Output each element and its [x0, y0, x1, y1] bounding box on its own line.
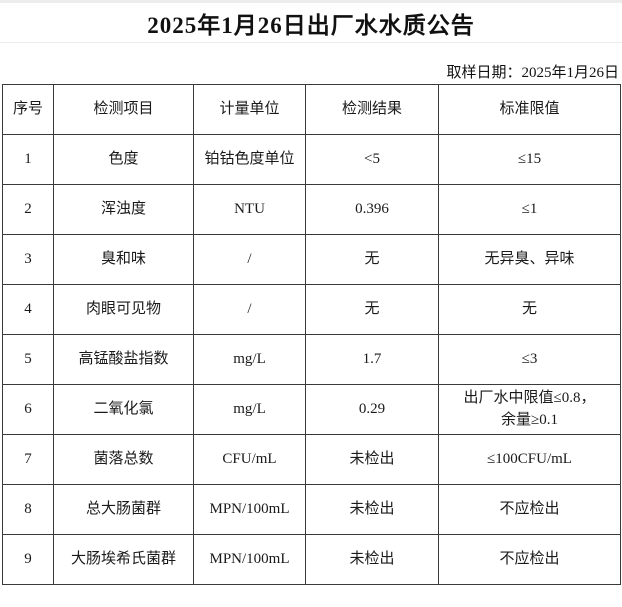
result-cell: 未检出 [305, 534, 439, 585]
column-header: 检测结果 [305, 84, 439, 135]
row-number-cell: 2 [2, 184, 54, 235]
table-header-row: 序号 检测项目 计量单位 检测结果 标准限值 [2, 84, 621, 135]
row-number-cell: 9 [2, 534, 54, 585]
table-row: 6 二氧化氯 mg/L 0.29 出厂水中限值≤0.8， 余量≥0.1 [2, 384, 621, 435]
unit-cell: mg/L [193, 334, 306, 385]
column-header: 计量单位 [193, 84, 306, 135]
table-row: 5 高锰酸盐指数 mg/L 1.7 ≤3 [2, 334, 621, 385]
table-row: 4 肉眼可见物 / 无无 [2, 284, 621, 335]
row-number-cell: 6 [2, 384, 54, 435]
unit-cell: 铂钴色度单位 [193, 134, 306, 185]
table-row: 3 臭和味 / 无无异臭、异味 [2, 234, 621, 285]
result-cell: 未检出 [305, 484, 439, 535]
unit-cell: / [193, 234, 306, 285]
column-header: 序号 [2, 84, 54, 135]
result-cell: 无 [305, 234, 439, 285]
limit-cell: ≤100CFU/mL [438, 434, 621, 485]
table-row: 7 菌落总数 CFU/mL 未检出 ≤100CFU/mL [2, 434, 621, 485]
limit-cell: 不应检出 [438, 534, 621, 585]
table-row: 8 总大肠菌群 MPN/100mL 未检出 不应检出 [2, 484, 621, 535]
row-number-cell: 5 [2, 334, 54, 385]
limit-cell: ≤3 [438, 334, 621, 385]
item-cell: 肉眼可见物 [53, 284, 194, 335]
result-cell: <5 [305, 134, 439, 185]
item-cell: 二氧化氯 [53, 384, 194, 435]
limit-cell: 无异臭、异味 [438, 234, 621, 285]
item-cell: 浑浊度 [53, 184, 194, 235]
unit-cell: mg/L [193, 384, 306, 435]
result-cell: 0.396 [305, 184, 439, 235]
limit-cell: 不应检出 [438, 484, 621, 535]
item-cell: 高锰酸盐指数 [53, 334, 194, 385]
column-header: 标准限值 [438, 84, 621, 135]
unit-cell: NTU [193, 184, 306, 235]
table-row: 2 浑浊度 NTU 0.396 ≤1 [2, 184, 621, 235]
item-cell: 大肠埃希氏菌群 [53, 534, 194, 585]
row-number-cell: 7 [2, 434, 54, 485]
page-title: 2025年1月26日出厂水水质公告 [0, 0, 622, 43]
column-header: 检测项目 [53, 84, 194, 135]
unit-cell: MPN/100mL [193, 484, 306, 535]
limit-cell: ≤1 [438, 184, 621, 235]
result-cell: 未检出 [305, 434, 439, 485]
result-cell: 0.29 [305, 384, 439, 435]
item-cell: 色度 [53, 134, 194, 185]
row-number-cell: 4 [2, 284, 54, 335]
row-number-cell: 3 [2, 234, 54, 285]
item-cell: 臭和味 [53, 234, 194, 285]
row-number-cell: 8 [2, 484, 54, 535]
unit-cell: CFU/mL [193, 434, 306, 485]
table-row: 9 大肠埃希氏菌群 MPN/100mL 未检出 不应检出 [2, 534, 621, 585]
unit-cell: MPN/100mL [193, 534, 306, 585]
item-cell: 菌落总数 [53, 434, 194, 485]
water-quality-table: 序号 检测项目 计量单位 检测结果 标准限值 1 色度 铂钴色度单位 <5 ≤15 2 浑浊度 NTU… [2, 84, 621, 585]
unit-cell: / [193, 284, 306, 335]
limit-cell: ≤15 [438, 134, 621, 185]
sampling-date: 取样日期：2025年1月26日 [446, 65, 619, 81]
table-row: 1 色度 铂钴色度单位 <5 ≤15 [2, 134, 621, 185]
item-cell: 总大肠菌群 [53, 484, 194, 535]
result-cell: 1.7 [305, 334, 439, 385]
limit-cell: 无 [438, 284, 621, 335]
result-cell: 无 [305, 284, 439, 335]
limit-cell: 出厂水中限值≤0.8， 余量≥0.1 [438, 384, 621, 435]
row-number-cell: 1 [2, 134, 54, 185]
